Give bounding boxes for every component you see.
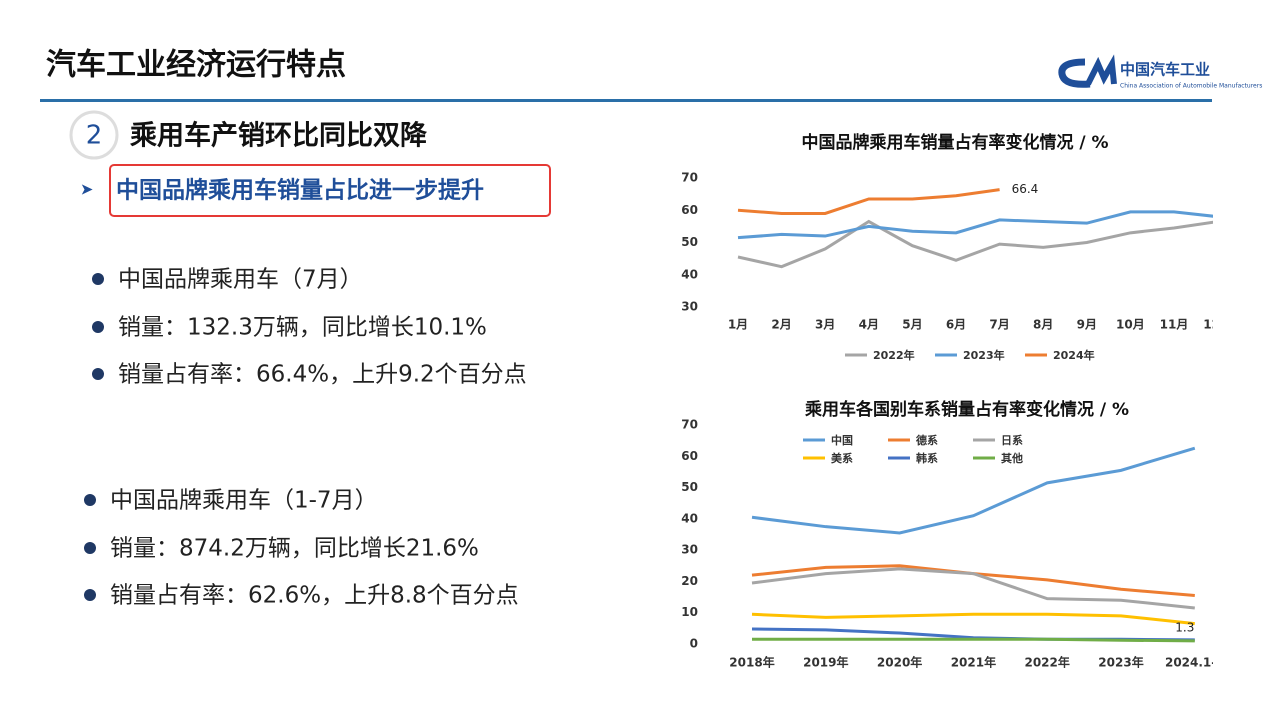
header-rule [40, 99, 1212, 102]
legend-label: 2022年 [873, 348, 915, 362]
x-tick-label: 11月 [1160, 318, 1189, 332]
highlight-box [109, 164, 551, 217]
bullet-dot [92, 321, 104, 333]
chart-title: 中国品牌乘用车销量占有率变化情况 / % [801, 132, 1108, 153]
y-tick-label: 10 [681, 605, 698, 619]
bullet-text: 销量占有率：66.4%，上升9.2个百分点 [118, 362, 527, 388]
bullet-dot [84, 494, 96, 506]
bullet-text: 销量占有率：62.6%，上升8.8个百分点 [110, 583, 519, 609]
y-tick-label: 0 [690, 637, 698, 651]
x-tick-label: 9月 [1077, 318, 1097, 332]
series-line [752, 637, 1195, 643]
x-tick-label: 12月 [1203, 318, 1232, 332]
y-tick-label: 60 [681, 203, 698, 217]
legend-label: 德系 [915, 433, 938, 447]
series-line [737, 219, 1213, 269]
bullet-dot [84, 589, 96, 601]
series-line [751, 612, 1195, 626]
y-tick-label: 50 [681, 480, 698, 494]
bullet-text: 中国品牌乘用车（7月） [118, 267, 363, 293]
x-tick-label: 2023年 [1098, 655, 1143, 670]
chart-title: 乘用车各国别车系销量占有率变化情况 / % [804, 399, 1129, 420]
y-tick-label: 20 [681, 574, 698, 588]
legend-label: 2023年 [963, 348, 1005, 362]
x-tick-label: 8月 [1033, 318, 1053, 332]
data-label: 66.4 [1012, 182, 1039, 196]
highlight: 中国品牌乘用车销量占比进一步提升 [116, 177, 484, 204]
logo-text: 中国汽车工业 [1120, 61, 1210, 79]
bullet-text: 销量：874.2万辆，同比增长21.6% [110, 536, 479, 562]
legend-label: 其他 [1001, 451, 1023, 465]
x-tick-label: 2024.1-7 [1165, 656, 1225, 670]
section-title: 乘用车产销环比同比双降 [129, 120, 428, 152]
bullet-dot [92, 273, 104, 285]
series-line [751, 567, 1195, 610]
y-tick-label: 70 [681, 171, 698, 185]
x-tick-label: 2018年 [729, 655, 774, 670]
x-tick-label: 10月 [1116, 318, 1145, 332]
section-badge [69, 110, 119, 160]
section-number: 2 [86, 121, 103, 151]
x-tick-label: 6月 [946, 318, 966, 332]
logo: 中国汽车工业 China Association of Automobile M… [1058, 54, 1262, 90]
x-tick-label: 1月 [728, 318, 748, 332]
x-tick-label: 2020年 [877, 655, 922, 670]
logo-subtitle: China Association of Automobile Manufact… [1120, 83, 1262, 90]
x-tick-label: 3月 [815, 318, 835, 332]
x-tick-label: 2019年 [803, 655, 848, 670]
data-label: 1.3 [1175, 620, 1194, 634]
bullet-dot [92, 368, 104, 380]
x-tick-label: 5月 [902, 318, 922, 332]
legend-label: 日系 [1001, 433, 1023, 447]
y-tick-label: 70 [681, 418, 698, 432]
x-tick-label: 2022年 [1024, 655, 1069, 670]
y-tick-label: 30 [681, 300, 698, 314]
x-tick-label: 2月 [771, 318, 791, 332]
x-tick-label: 2021年 [951, 655, 996, 670]
y-tick-label: 40 [681, 511, 698, 525]
series-line [737, 210, 1213, 240]
legend-label: 美系 [831, 451, 853, 465]
bullet-text: 销量：132.3万辆，同比增长10.1% [118, 315, 487, 341]
legend-label: 中国 [831, 433, 853, 447]
series-line [751, 446, 1196, 535]
y-tick-label: 60 [681, 449, 698, 463]
legend-label: 2024年 [1053, 348, 1095, 362]
bullet-dot [84, 542, 96, 554]
y-tick-label: 50 [681, 235, 698, 249]
slide-title: 汽车工业经济运行特点 [46, 48, 346, 83]
legend-label: 韩系 [916, 451, 938, 465]
y-tick-label: 40 [681, 267, 698, 281]
series-line [751, 564, 1195, 598]
bullet-text: 中国品牌乘用车（1-7月） [110, 488, 378, 514]
x-tick-label: 4月 [859, 318, 879, 332]
arrow: ➤ [80, 180, 93, 199]
y-tick-label: 30 [681, 543, 698, 557]
series-line [737, 188, 1000, 215]
x-tick-label: 7月 [989, 318, 1009, 332]
